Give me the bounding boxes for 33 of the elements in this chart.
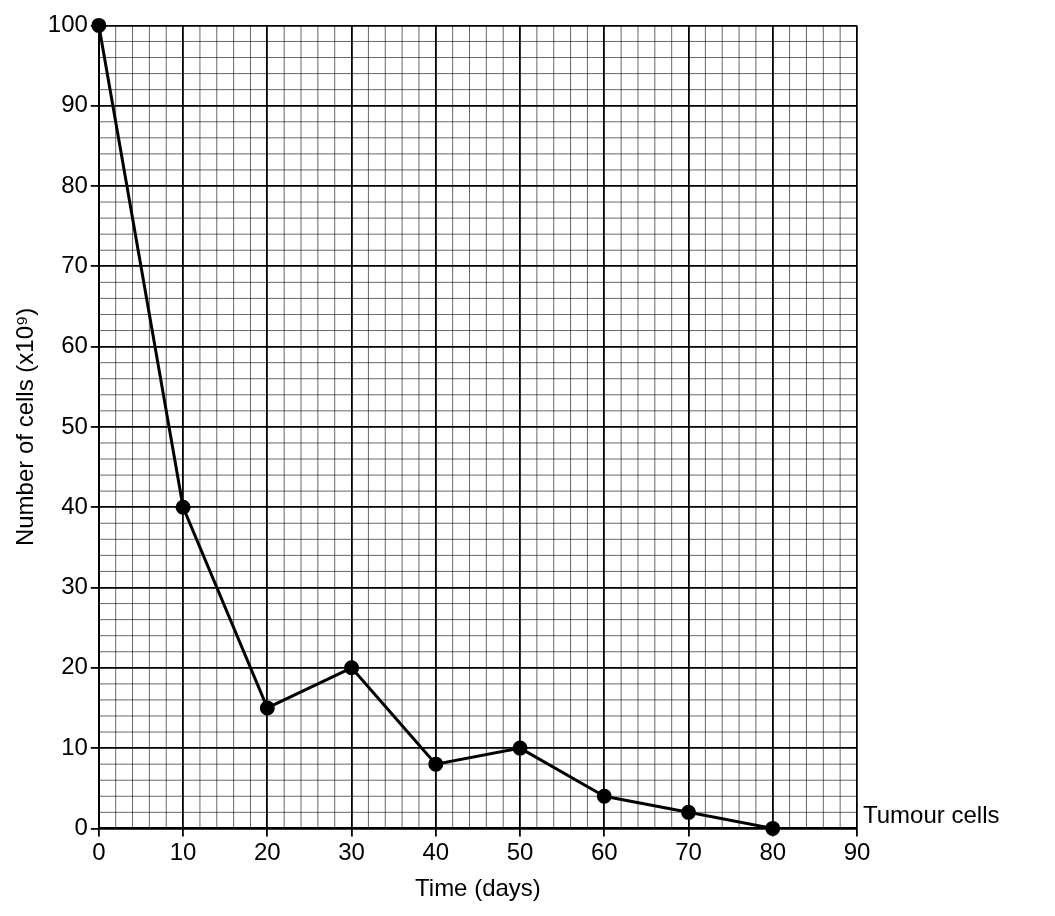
text: Tumour cells <box>863 801 1000 829</box>
point <box>596 788 612 804</box>
point <box>259 700 275 716</box>
x-tick-label: 40 <box>422 838 450 866</box>
y-tick-label: 0 <box>74 813 88 841</box>
point <box>428 756 444 772</box>
point <box>512 740 528 756</box>
y-tick-label: 50 <box>61 411 88 439</box>
point <box>175 499 191 515</box>
point <box>765 820 781 836</box>
y-tick-label: 10 <box>61 732 88 760</box>
x-tick-label: 80 <box>759 838 787 866</box>
y-tick-label: 30 <box>61 572 88 600</box>
point <box>91 17 107 33</box>
y-tick-label: 80 <box>61 170 88 198</box>
x-tick-label: 20 <box>253 838 281 866</box>
y-axis-title: Number of cells (x10⁹) <box>11 307 39 547</box>
y-tick-label: 70 <box>61 250 88 278</box>
x-tick-label: 70 <box>675 838 702 866</box>
y-tick-label: 60 <box>61 331 88 359</box>
point <box>681 804 697 820</box>
y-tick-label: 20 <box>61 652 88 680</box>
x-tick-label: 90 <box>843 838 871 866</box>
x-tick-label: 60 <box>590 838 618 866</box>
x-tick-label: 50 <box>506 838 534 866</box>
x-tick-label: 0 <box>92 838 106 866</box>
x-tick-label: 10 <box>169 838 197 866</box>
point <box>344 660 360 676</box>
y-tick-label: 100 <box>47 10 88 38</box>
x-axis-title: Time (days) <box>415 874 541 902</box>
y-tick-label: 40 <box>61 491 88 519</box>
y-tick-label: 90 <box>61 90 88 118</box>
x-tick-label: 30 <box>338 838 365 866</box>
